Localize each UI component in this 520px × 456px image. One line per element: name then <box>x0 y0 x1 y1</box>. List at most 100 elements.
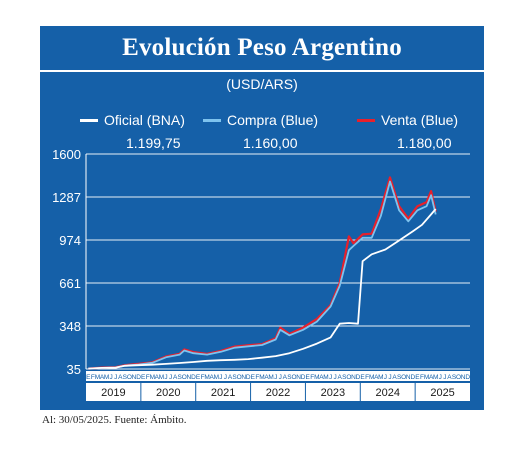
year-tick-label: 2021 <box>211 387 235 399</box>
month-tick-label: S <box>287 374 292 381</box>
legend-value-oficial: 1.199,75 <box>126 135 181 151</box>
month-tick-label: S <box>342 374 347 381</box>
month-tick-label: A <box>447 374 452 381</box>
month-tick-label: M <box>268 374 273 381</box>
month-tick-label: J <box>439 374 442 381</box>
month-tick-label: J <box>279 374 282 381</box>
month-strip <box>86 371 470 381</box>
month-tick-label: A <box>228 374 233 381</box>
source-footer: Al: 30/05/2025. Fuente: Ámbito. <box>42 414 187 426</box>
legend-swatch-oficial <box>80 118 98 122</box>
month-tick-label: A <box>264 374 269 381</box>
chart-subtitle: (USD/ARS) <box>226 76 298 92</box>
month-tick-label: J <box>169 374 172 381</box>
month-tick-label: F <box>201 374 205 381</box>
month-tick-label: O <box>182 374 187 381</box>
month-tick-label: E <box>251 374 256 381</box>
month-tick-label: N <box>461 374 466 381</box>
month-tick-label: M <box>314 374 319 381</box>
month-tick-label: A <box>319 374 324 381</box>
year-tick-label: 2022 <box>266 387 290 399</box>
title-bar: Evolución Peso Argentino <box>40 26 484 72</box>
month-tick-label: D <box>411 374 416 381</box>
year-tick-label: 2019 <box>101 387 125 399</box>
legend-label-oficial: Oficial (BNA) <box>104 112 185 128</box>
month-tick-label: N <box>296 374 301 381</box>
month-tick-label: O <box>401 374 406 381</box>
month-tick-label: O <box>291 374 296 381</box>
month-tick-label: D <box>465 374 470 381</box>
month-tick-label: S <box>397 374 402 381</box>
month-tick-label: M <box>214 374 219 381</box>
chart-frame: Evolución Peso Argentino (USD/ARS) Ofici… <box>40 26 484 410</box>
month-tick-label: M <box>424 374 429 381</box>
month-tick-label: J <box>110 374 113 381</box>
y-tick-label: 661 <box>59 276 81 291</box>
year-tick-label: 2024 <box>375 387 399 399</box>
year-strip <box>86 383 470 401</box>
y-tick-label: 348 <box>59 319 81 334</box>
month-tick-label: M <box>95 374 100 381</box>
month-tick-label: J <box>219 374 222 381</box>
legend-value-compra: 1.160,00 <box>243 135 298 151</box>
month-tick-label: A <box>283 374 288 381</box>
month-tick-label: M <box>378 374 383 381</box>
month-tick-label: O <box>237 374 242 381</box>
month-tick-label: S <box>123 374 128 381</box>
month-tick-label: F <box>255 374 259 381</box>
month-tick-label: J <box>388 374 391 381</box>
series-line-oficial <box>88 208 437 370</box>
month-tick-label: D <box>136 374 141 381</box>
month-tick-label: A <box>100 374 105 381</box>
month-tick-label: N <box>187 374 192 381</box>
month-tick-label: M <box>259 374 264 381</box>
month-tick-label: N <box>351 374 356 381</box>
month-tick-label: F <box>365 374 369 381</box>
month-tick-label: M <box>369 374 374 381</box>
legend-value-venta: 1.180,00 <box>397 135 452 151</box>
month-tick-label: A <box>392 374 397 381</box>
month-tick-label: A <box>118 374 123 381</box>
month-tick-label: A <box>338 374 343 381</box>
y-tick-label: 35 <box>67 362 81 377</box>
month-tick-label: S <box>452 374 457 381</box>
month-tick-label: J <box>164 374 167 381</box>
month-tick-label: O <box>456 374 461 381</box>
month-tick-label: E <box>415 374 420 381</box>
month-tick-label: D <box>301 374 306 381</box>
month-tick-label: D <box>356 374 361 381</box>
month-tick-label: F <box>310 374 314 381</box>
year-tick-label: 2023 <box>321 387 345 399</box>
month-tick-label: A <box>374 374 379 381</box>
month-tick-label: O <box>127 374 132 381</box>
month-tick-label: E <box>306 374 311 381</box>
month-tick-label: M <box>159 374 164 381</box>
y-tick-label: 1600 <box>52 147 81 162</box>
month-tick-label: O <box>346 374 351 381</box>
month-tick-label: M <box>323 374 328 381</box>
legend-label-venta: Venta (Blue) <box>381 112 459 128</box>
month-tick-label: S <box>232 374 237 381</box>
month-tick-label: J <box>224 374 227 381</box>
legend-item-venta: Venta (Blue) <box>357 112 458 128</box>
month-tick-label: A <box>155 374 160 381</box>
month-tick-label: F <box>146 374 150 381</box>
month-tick-label: N <box>241 374 246 381</box>
month-tick-label: A <box>210 374 215 381</box>
y-tick-label: 1287 <box>52 190 81 205</box>
month-tick-label: J <box>384 374 387 381</box>
legend-swatch-venta <box>357 118 375 122</box>
month-tick-label: E <box>141 374 146 381</box>
month-tick-label: J <box>443 374 446 381</box>
y-tick-label: 974 <box>59 233 81 248</box>
month-tick-label: A <box>429 374 434 381</box>
month-tick-label: E <box>86 374 91 381</box>
month-tick-label: D <box>191 374 196 381</box>
year-tick-label: 2020 <box>156 387 180 399</box>
month-tick-label: E <box>196 374 201 381</box>
month-tick-label: J <box>114 374 117 381</box>
month-tick-label: J <box>329 374 332 381</box>
month-tick-label: M <box>150 374 155 381</box>
chart-title: Evolución Peso Argentino <box>122 34 402 61</box>
month-tick-label: J <box>334 374 337 381</box>
